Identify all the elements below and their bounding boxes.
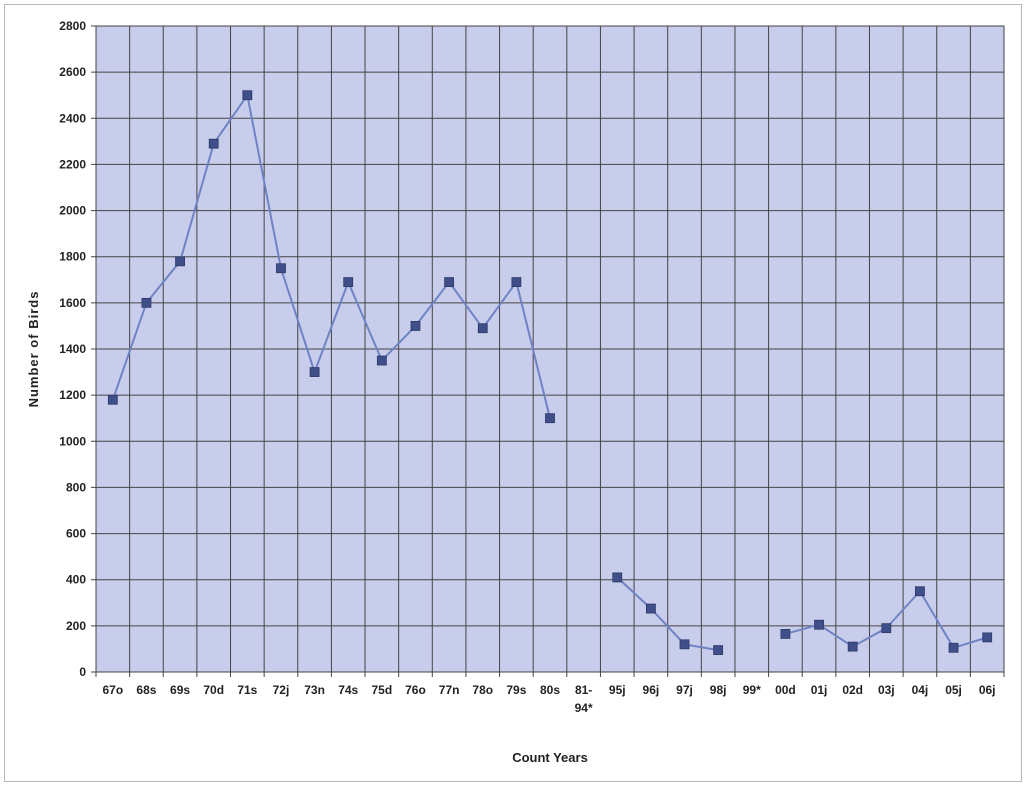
x-tick-label: 02d: [842, 683, 863, 697]
data-point: [444, 277, 455, 287]
data-point: [881, 623, 892, 634]
y-tick-label: 600: [66, 527, 86, 541]
data-point: [276, 263, 286, 274]
y-tick-label: 400: [66, 573, 86, 587]
y-tick-label: 1400: [59, 342, 86, 356]
y-tick-label: 2600: [59, 65, 86, 79]
data-point: [982, 632, 993, 643]
data-point: [343, 277, 354, 287]
data-point: [545, 413, 555, 424]
y-axis-title: Number of Birds: [26, 291, 41, 408]
data-point: [242, 90, 253, 101]
y-tick-label: 2200: [59, 157, 86, 171]
data-point: [175, 256, 185, 267]
x-tick-label: 95j: [609, 683, 626, 697]
x-tick-label: 72j: [273, 683, 290, 697]
data-point: [309, 367, 320, 377]
series-line-segment: [111, 92, 551, 419]
data-point: [915, 586, 925, 597]
data-point: [141, 297, 152, 308]
data-point: [511, 277, 522, 287]
y-tick-label: 2000: [59, 204, 86, 218]
x-tick-label: 74s: [338, 683, 358, 697]
x-tick-label: 04j: [912, 683, 929, 697]
x-tick-label: 69s: [170, 683, 190, 697]
data-point: [107, 394, 118, 405]
x-tick-label: 96j: [643, 683, 660, 697]
x-tick-label: 79s: [506, 683, 526, 697]
y-tick-label: 1000: [59, 434, 86, 448]
x-tick-label: 00d: [775, 683, 796, 697]
x-tick-label: 71s: [237, 683, 257, 697]
x-tick-label: 75d: [372, 683, 393, 697]
data-point: [208, 138, 219, 149]
x-tick-label: 67o: [102, 683, 123, 697]
x-tick-label: 78o: [472, 683, 493, 697]
y-tick-label: 200: [66, 619, 86, 633]
data-point: [477, 323, 488, 334]
x-tick-label: 03j: [878, 683, 895, 697]
data-point: [376, 355, 387, 366]
data-point: [948, 642, 959, 653]
series-markers: [107, 90, 993, 655]
y-axis-ticks: 0 200 400 600 800 1000 1200 1400 1600 1800 2000 220…: [59, 19, 86, 679]
x-tick-label: 76o: [405, 683, 426, 697]
x-tick-label: 81-: [575, 683, 592, 697]
y-tick-label: 2800: [59, 19, 86, 33]
x-tick-label: 77n: [439, 683, 460, 697]
y-tick-label: 1600: [59, 296, 86, 310]
x-tick-label: 98j: [710, 683, 727, 697]
x-tick-label: 80s: [540, 683, 560, 697]
y-tick-label: 1200: [59, 388, 86, 402]
x-axis-ticks: 67o 68s 69s 70d 71s 72j 73n 74s 75d 76o 77n 78o 79s 8…: [102, 683, 995, 715]
x-tick-label: 06j: [979, 683, 996, 697]
data-point: [410, 321, 421, 331]
y-tick-label: 0: [79, 665, 86, 679]
data-point: [645, 603, 656, 614]
chart-frame: [4, 4, 1022, 782]
x-tick-label: 05j: [945, 683, 962, 697]
x-tick-label: 68s: [136, 683, 156, 697]
y-tick-label: 2400: [59, 111, 86, 125]
data-point: [847, 641, 858, 652]
x-tick-label: 70d: [203, 683, 224, 697]
data-point: [612, 572, 623, 583]
y-tick-label: 1800: [59, 250, 86, 264]
x-tick-label: 97j: [676, 683, 693, 697]
gridlines: [91, 25, 1005, 677]
data-point: [679, 639, 690, 650]
x-axis-title: Count Years: [512, 750, 588, 765]
y-tick-label: 800: [66, 480, 86, 494]
data-point: [780, 629, 791, 639]
x-tick-label: 99*: [743, 683, 761, 697]
x-tick-label-cont: 94*: [575, 701, 593, 715]
data-point: [713, 645, 724, 655]
series-line-segment: [616, 576, 719, 652]
x-tick-label: 73n: [304, 683, 325, 697]
x-tick-label: 01j: [811, 683, 828, 697]
data-point: [814, 619, 824, 630]
